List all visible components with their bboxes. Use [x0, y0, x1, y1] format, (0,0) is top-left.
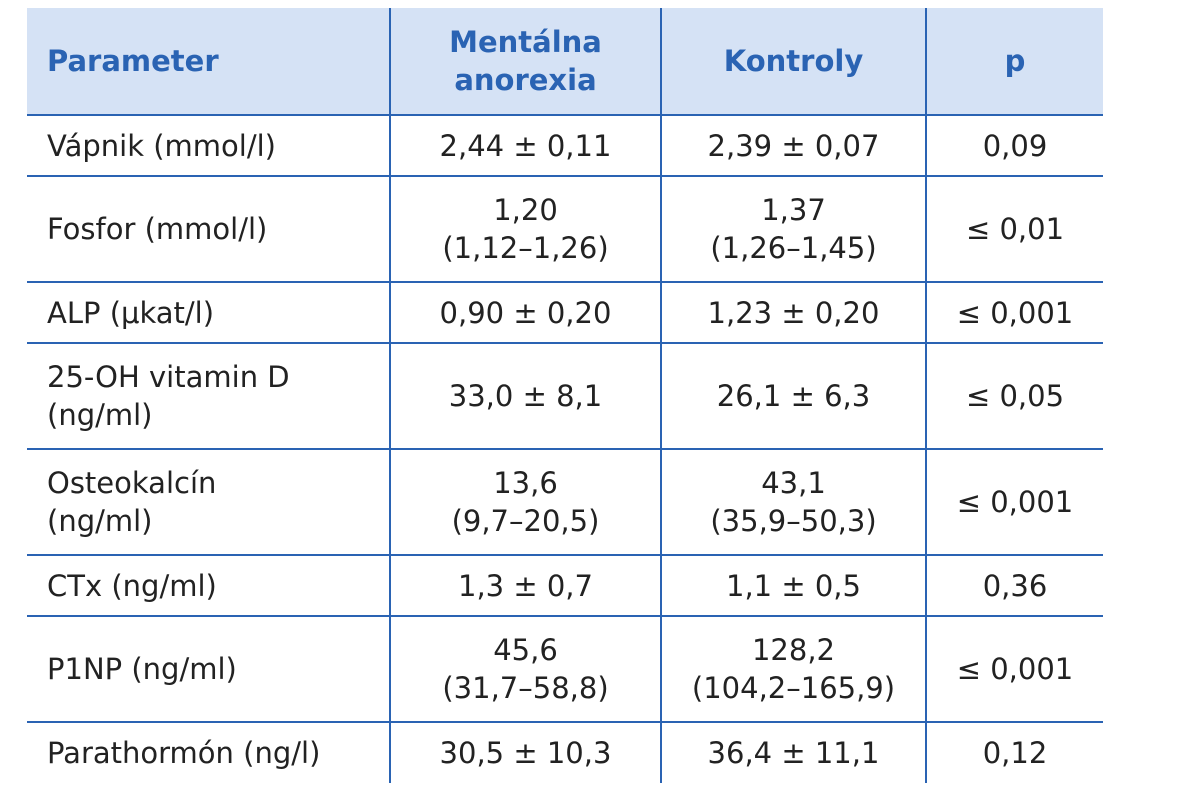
cell-p: ≤ 0,05: [925, 342, 1103, 449]
cell-line: 128,2: [751, 633, 836, 667]
cell-line: 1,1 ± 0,5: [726, 568, 861, 603]
cell-p: 0,36: [925, 554, 1103, 616]
cell-parameter: Vápnik (mmol/l): [27, 114, 390, 176]
table-row: 25-OH vitamin D (ng/ml) 33,0 ± 8,1 26,1 …: [27, 342, 1103, 449]
cell-anorexia: 33,0 ± 8,1: [389, 342, 661, 449]
cell-line: 2,44 ± 0,11: [439, 128, 612, 163]
cell-line: (9,7–20,5): [451, 504, 600, 538]
cell-line: Osteokalcín: [47, 466, 217, 500]
table-row: Fosfor (mmol/l) 1,20 (1,12–1,26) 1,37 (1…: [27, 175, 1103, 282]
cell-line: (1,26–1,45): [710, 231, 877, 265]
header-line: anorexia: [454, 63, 597, 97]
cell-p: ≤ 0,001: [925, 448, 1103, 555]
cell-anorexia: 45,6 (31,7–58,8): [389, 615, 661, 722]
cell-line: (31,7–58,8): [442, 671, 609, 705]
cell-line: 36,4 ± 11,1: [707, 736, 880, 770]
cell-parameter: Osteokalcín (ng/ml): [27, 448, 390, 555]
cell-anorexia: 13,6 (9,7–20,5): [389, 448, 661, 555]
header-p: p: [925, 8, 1103, 115]
cell-kontroly: 26,1 ± 6,3: [660, 342, 926, 449]
cell-line: (ng/ml): [47, 504, 153, 538]
header-parameter: Parameter: [27, 8, 390, 115]
cell-kontroly: 43,1 (35,9–50,3): [660, 448, 926, 555]
table-row: Osteokalcín (ng/ml) 13,6 (9,7–20,5) 43,1…: [27, 448, 1103, 555]
cell-line: (ng/ml): [47, 398, 153, 432]
table-row: Parathormón (ng/l) 30,5 ± 10,3 36,4 ± 11…: [27, 721, 1103, 783]
cell-line: (1,12–1,26): [442, 231, 609, 265]
cell-anorexia: 1,20 (1,12–1,26): [389, 175, 661, 282]
results-table-container: Parameter Mentálna anorexia Kontroly p V…: [27, 8, 1103, 783]
cell-line: 25-OH vitamin D: [47, 360, 290, 394]
header-row: Parameter Mentálna anorexia Kontroly p: [27, 8, 1103, 115]
cell-line: Parathormón (ng/l): [47, 736, 321, 770]
cell-parameter: CTx (ng/ml): [27, 554, 390, 616]
cell-anorexia: 0,90 ± 0,20: [389, 281, 661, 343]
cell-line: P1NP (ng/ml): [47, 652, 237, 686]
table-row: Vápnik (mmol/l) 2,44 ± 0,11 2,39 ± 0,07 …: [27, 114, 1103, 176]
cell-kontroly: 1,37 (1,26–1,45): [660, 175, 926, 282]
cell-kontroly: 2,39 ± 0,07: [660, 114, 926, 176]
cell-line: Fosfor (mmol/l): [47, 212, 268, 246]
cell-kontroly: 1,1 ± 0,5: [660, 554, 926, 616]
table-row: P1NP (ng/ml) 45,6 (31,7–58,8) 128,2 (104…: [27, 615, 1103, 722]
cell-p: ≤ 0,001: [925, 615, 1103, 722]
cell-line: (104,2–165,9): [691, 671, 896, 705]
cell-line: 13,6: [493, 466, 558, 500]
cell-line: ALP (μkat/l): [47, 295, 215, 330]
cell-line: CTx (ng/ml): [47, 568, 217, 603]
cell-line: 0,90 ± 0,20: [439, 295, 612, 330]
table-header: Parameter Mentálna anorexia Kontroly p: [27, 8, 1103, 115]
cell-anorexia: 1,3 ± 0,7: [389, 554, 661, 616]
cell-kontroly: 36,4 ± 11,1: [660, 721, 926, 783]
cell-line: 1,37: [761, 193, 826, 227]
results-table: Parameter Mentálna anorexia Kontroly p V…: [27, 8, 1103, 783]
table-body: Vápnik (mmol/l) 2,44 ± 0,11 2,39 ± 0,07 …: [27, 114, 1103, 783]
table-row: ALP (μkat/l) 0,90 ± 0,20 1,23 ± 0,20 ≤ 0…: [27, 281, 1103, 343]
cell-line: Vápnik (mmol/l): [47, 128, 276, 163]
cell-line: 1,3 ± 0,7: [458, 568, 593, 603]
cell-line: 1,20: [493, 193, 558, 227]
table-row: CTx (ng/ml) 1,3 ± 0,7 1,1 ± 0,5 0,36: [27, 554, 1103, 616]
cell-line: 45,6: [493, 633, 558, 667]
header-line: p: [1004, 44, 1026, 78]
header-anorexia: Mentálna anorexia: [389, 8, 661, 115]
cell-anorexia: 2,44 ± 0,11: [389, 114, 661, 176]
cell-p: 0,12: [925, 721, 1103, 783]
cell-p: ≤ 0,01: [925, 175, 1103, 282]
cell-kontroly: 128,2 (104,2–165,9): [660, 615, 926, 722]
cell-line: 43,1: [761, 466, 826, 500]
cell-line: 33,0 ± 8,1: [448, 379, 603, 413]
cell-line: 26,1 ± 6,3: [716, 379, 871, 413]
cell-anorexia: 30,5 ± 10,3: [389, 721, 661, 783]
cell-parameter: Parathormón (ng/l): [27, 721, 390, 783]
header-line: Kontroly: [723, 44, 864, 78]
header-kontroly: Kontroly: [660, 8, 926, 115]
header-line: Parameter: [47, 44, 219, 78]
cell-line: (35,9–50,3): [710, 504, 877, 538]
cell-kontroly: 1,23 ± 0,20: [660, 281, 926, 343]
cell-p: 0,09: [925, 114, 1103, 176]
cell-parameter: Fosfor (mmol/l): [27, 175, 390, 282]
cell-line: 2,39 ± 0,07: [707, 128, 880, 163]
cell-line: 30,5 ± 10,3: [439, 736, 612, 770]
cell-parameter: P1NP (ng/ml): [27, 615, 390, 722]
cell-parameter: ALP (μkat/l): [27, 281, 390, 343]
cell-parameter: 25-OH vitamin D (ng/ml): [27, 342, 390, 449]
cell-line: 1,23 ± 0,20: [707, 295, 880, 330]
cell-p: ≤ 0,001: [925, 281, 1103, 343]
header-line: Mentálna: [449, 25, 602, 59]
